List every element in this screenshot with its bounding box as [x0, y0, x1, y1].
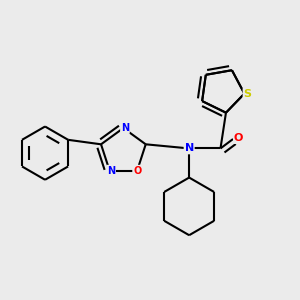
Text: N: N [184, 143, 194, 153]
Text: N: N [107, 166, 115, 176]
Text: O: O [133, 166, 141, 176]
Text: S: S [244, 88, 251, 99]
Text: O: O [234, 133, 243, 143]
Text: N: N [121, 123, 129, 133]
